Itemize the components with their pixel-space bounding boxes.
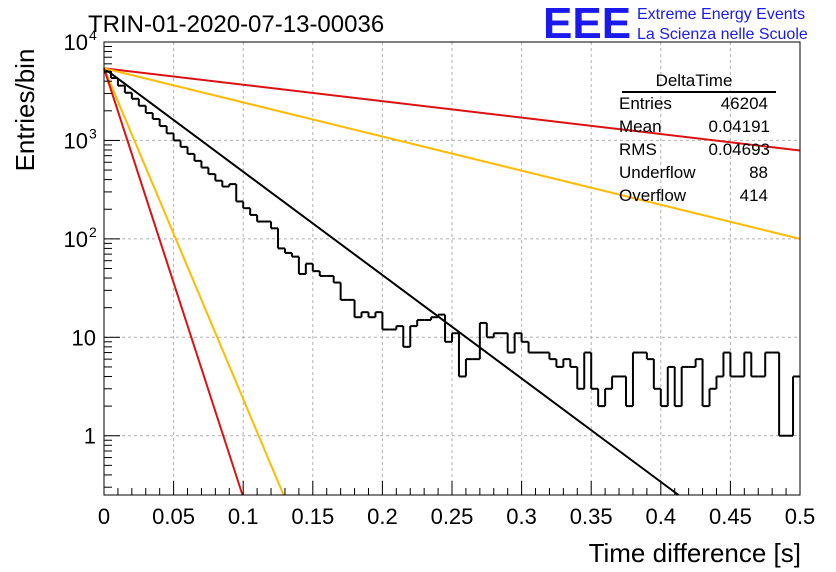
x-tick-label: 0.1 — [228, 504, 259, 529]
x-tick-label: 0 — [98, 504, 110, 529]
stats-label-underflow: Underflow — [619, 163, 696, 182]
x-tick-label: 0.45 — [709, 504, 752, 529]
stats-value-underflow: 88 — [749, 163, 768, 182]
stats-value-overflow: 414 — [740, 186, 768, 205]
axes: 0 0.05 0.1 0.15 0.2 0.25 0.3 0.35 0.4 0.45 0.5 1 10 1… — [64, 27, 816, 529]
fit-curve-3 — [103, 67, 285, 496]
histogram — [104, 70, 800, 437]
y-tick-label: 10 — [64, 30, 88, 55]
y-tick-exponent: 2 — [89, 224, 97, 240]
y-tick-exponent: 4 — [89, 27, 97, 43]
stats-box: DeltaTime Entries 46204 Mean 0.04191 RMS… — [619, 71, 776, 205]
stats-label-rms: RMS — [619, 140, 657, 159]
y-tick-label: 1 — [84, 424, 96, 449]
stats-value-mean: 0.04191 — [709, 117, 770, 136]
eee-logo: EEE Extreme Energy Events La Scienza nel… — [543, 0, 808, 48]
x-tick-label: 0.25 — [431, 504, 474, 529]
fit-curve-2 — [103, 67, 801, 240]
logo-line-2: La Scienza nelle Scuole — [637, 26, 808, 43]
y-tick-label: 10 — [64, 227, 88, 252]
x-axis-title: Time difference [s] — [589, 538, 801, 568]
y-tick-exponent: 3 — [89, 125, 97, 141]
x-tick-label: 0.5 — [785, 504, 816, 529]
fit-curves — [103, 67, 801, 496]
y-axis-title: Entries/bin — [10, 49, 40, 172]
y-tick-label: 10 — [64, 128, 88, 153]
fit-curve-1 — [103, 67, 801, 152]
stats-value-rms: 0.04693 — [709, 140, 770, 159]
logo-mark: EEE — [543, 0, 631, 48]
stats-label-overflow: Overflow — [619, 186, 687, 205]
x-tick-label: 0.15 — [291, 504, 334, 529]
fit-curve-4 — [103, 67, 244, 496]
y-tick-label: 10 — [72, 325, 96, 350]
x-tick-label: 0.05 — [152, 504, 195, 529]
x-tick-label: 0.4 — [646, 504, 677, 529]
stats-value-entries: 46204 — [721, 94, 768, 113]
stats-title: DeltaTime — [656, 71, 733, 90]
stats-label-entries: Entries — [619, 94, 672, 113]
chart-title: TRIN-01-2020-07-13-00036 — [88, 11, 384, 38]
x-tick-label: 0.3 — [506, 504, 537, 529]
stats-label-mean: Mean — [619, 117, 662, 136]
x-tick-label: 0.2 — [367, 504, 398, 529]
x-tick-label: 0.35 — [570, 504, 613, 529]
fit-curve-0 — [103, 67, 680, 496]
logo-line-1: Extreme Energy Events — [637, 6, 805, 23]
